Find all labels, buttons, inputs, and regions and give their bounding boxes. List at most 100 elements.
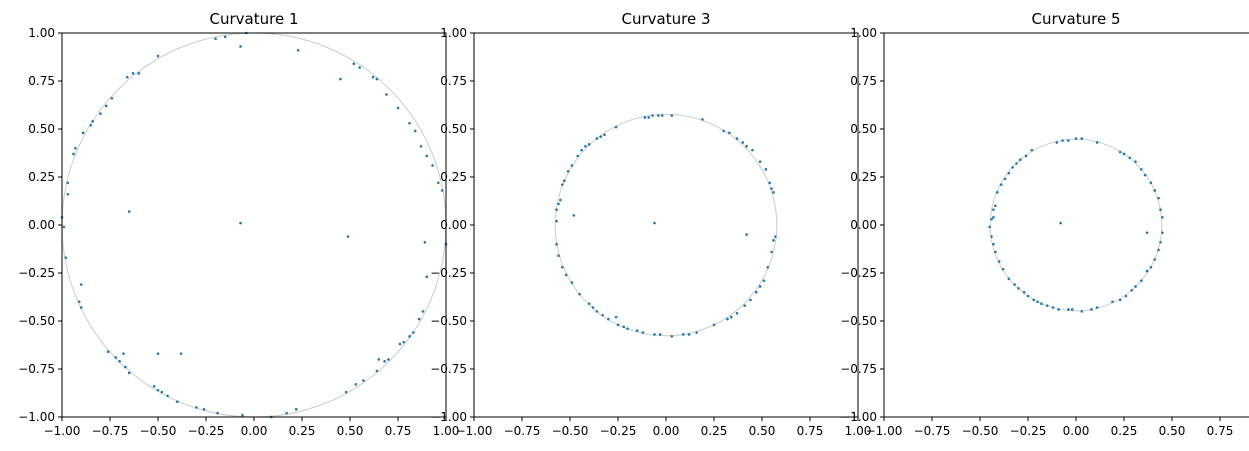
data-point [572,214,576,217]
data-point [339,77,342,81]
data-point [118,360,121,363]
data-point [137,72,141,75]
y-tick-label: −1.00 [18,410,55,424]
data-point [990,217,993,221]
y-tick-label: −0.75 [430,362,467,376]
y-tick-label: −0.50 [18,314,55,328]
data-point [195,406,198,409]
data-point [1157,196,1160,200]
data-point [1149,181,1153,185]
data-point [992,208,995,211]
data-point [580,148,583,152]
axes-frame [883,32,1249,418]
y-tick-label: −1.00 [430,410,467,424]
data-point [239,221,242,225]
data-point [202,408,206,411]
x-tick-label: −0.50 [962,424,999,438]
x-tick-label: 0.00 [241,424,268,438]
data-point [988,225,991,229]
data-point [566,169,570,173]
data-point [417,317,421,321]
data-point [1128,156,1132,160]
data-point [745,144,748,148]
data-point [1095,306,1099,309]
y-tick-label: 0.50 [850,122,877,136]
y-tick-label: 0.25 [850,170,877,184]
y-tick-label: 0.75 [850,74,877,88]
data-point [772,191,775,194]
data-point [175,400,179,403]
data-point [999,183,1003,186]
data-point [749,298,752,302]
data-point [658,333,662,336]
data-point [1003,177,1007,181]
data-point [413,129,417,133]
data-point [614,315,618,319]
data-point [74,146,77,150]
data-point [1032,298,1036,302]
data-point [647,116,651,119]
data-point [375,369,379,373]
data-point [106,350,110,354]
data-point [1007,171,1011,175]
data-point [1017,287,1020,290]
y-tick-label: −0.50 [840,314,877,328]
data-point [1080,137,1084,140]
data-point [1051,306,1055,309]
data-point [66,192,70,196]
data-point [127,371,131,375]
x-tick-label: 1.00 [433,424,460,438]
data-point [1159,208,1162,211]
axes-frame [473,32,859,418]
data-point [1059,221,1062,225]
data-point [770,187,773,190]
y-tick-label: −0.25 [18,266,55,280]
data-point [735,312,739,315]
y-tick-label: 0.50 [440,122,467,136]
data-point [362,379,365,382]
y-tick-label: 0.25 [28,170,55,184]
data-point [421,310,425,313]
data-point [657,114,660,117]
data-point [651,114,654,117]
x-tick-label: 0.00 [653,424,680,438]
data-point [570,281,574,284]
data-point [419,144,423,148]
data-point [745,233,748,236]
data-point [660,114,664,117]
x-tick-label: 1.00 [845,424,872,438]
data-point [564,273,568,277]
data-point [695,331,699,334]
data-point [431,164,434,167]
x-tick-label: 0.25 [1111,424,1138,438]
data-point [557,254,560,258]
data-point [440,189,444,192]
data-point [712,323,716,327]
data-point [561,265,564,269]
data-point [1011,166,1014,169]
y-tick-label: −0.50 [430,314,467,328]
data-point [754,290,758,294]
data-point [346,235,350,238]
data-point [294,408,298,411]
y-tick-label: 0.50 [28,122,55,136]
data-point [156,352,160,355]
subplot-curvature-5: Curvature 5 −1.00−1.00 −0.75 −0.75 −0.50 −0.… [840,10,1249,438]
x-tick-label: −0.75 [92,424,129,438]
data-point [408,335,411,338]
y-tick-label: −0.75 [18,362,55,376]
x-tick-label: −0.50 [140,424,177,438]
data-point [774,235,777,238]
data-point [1040,302,1043,306]
data-point [758,160,762,163]
data-point [1080,310,1084,313]
data-point [1067,139,1070,142]
y-tick-label: 0.00 [28,218,55,232]
data-point [160,390,164,394]
data-point [1030,148,1034,152]
data-point [1095,141,1099,144]
data-point [402,340,406,344]
data-point [1161,231,1164,234]
y-tick-label: 0.75 [440,74,467,88]
